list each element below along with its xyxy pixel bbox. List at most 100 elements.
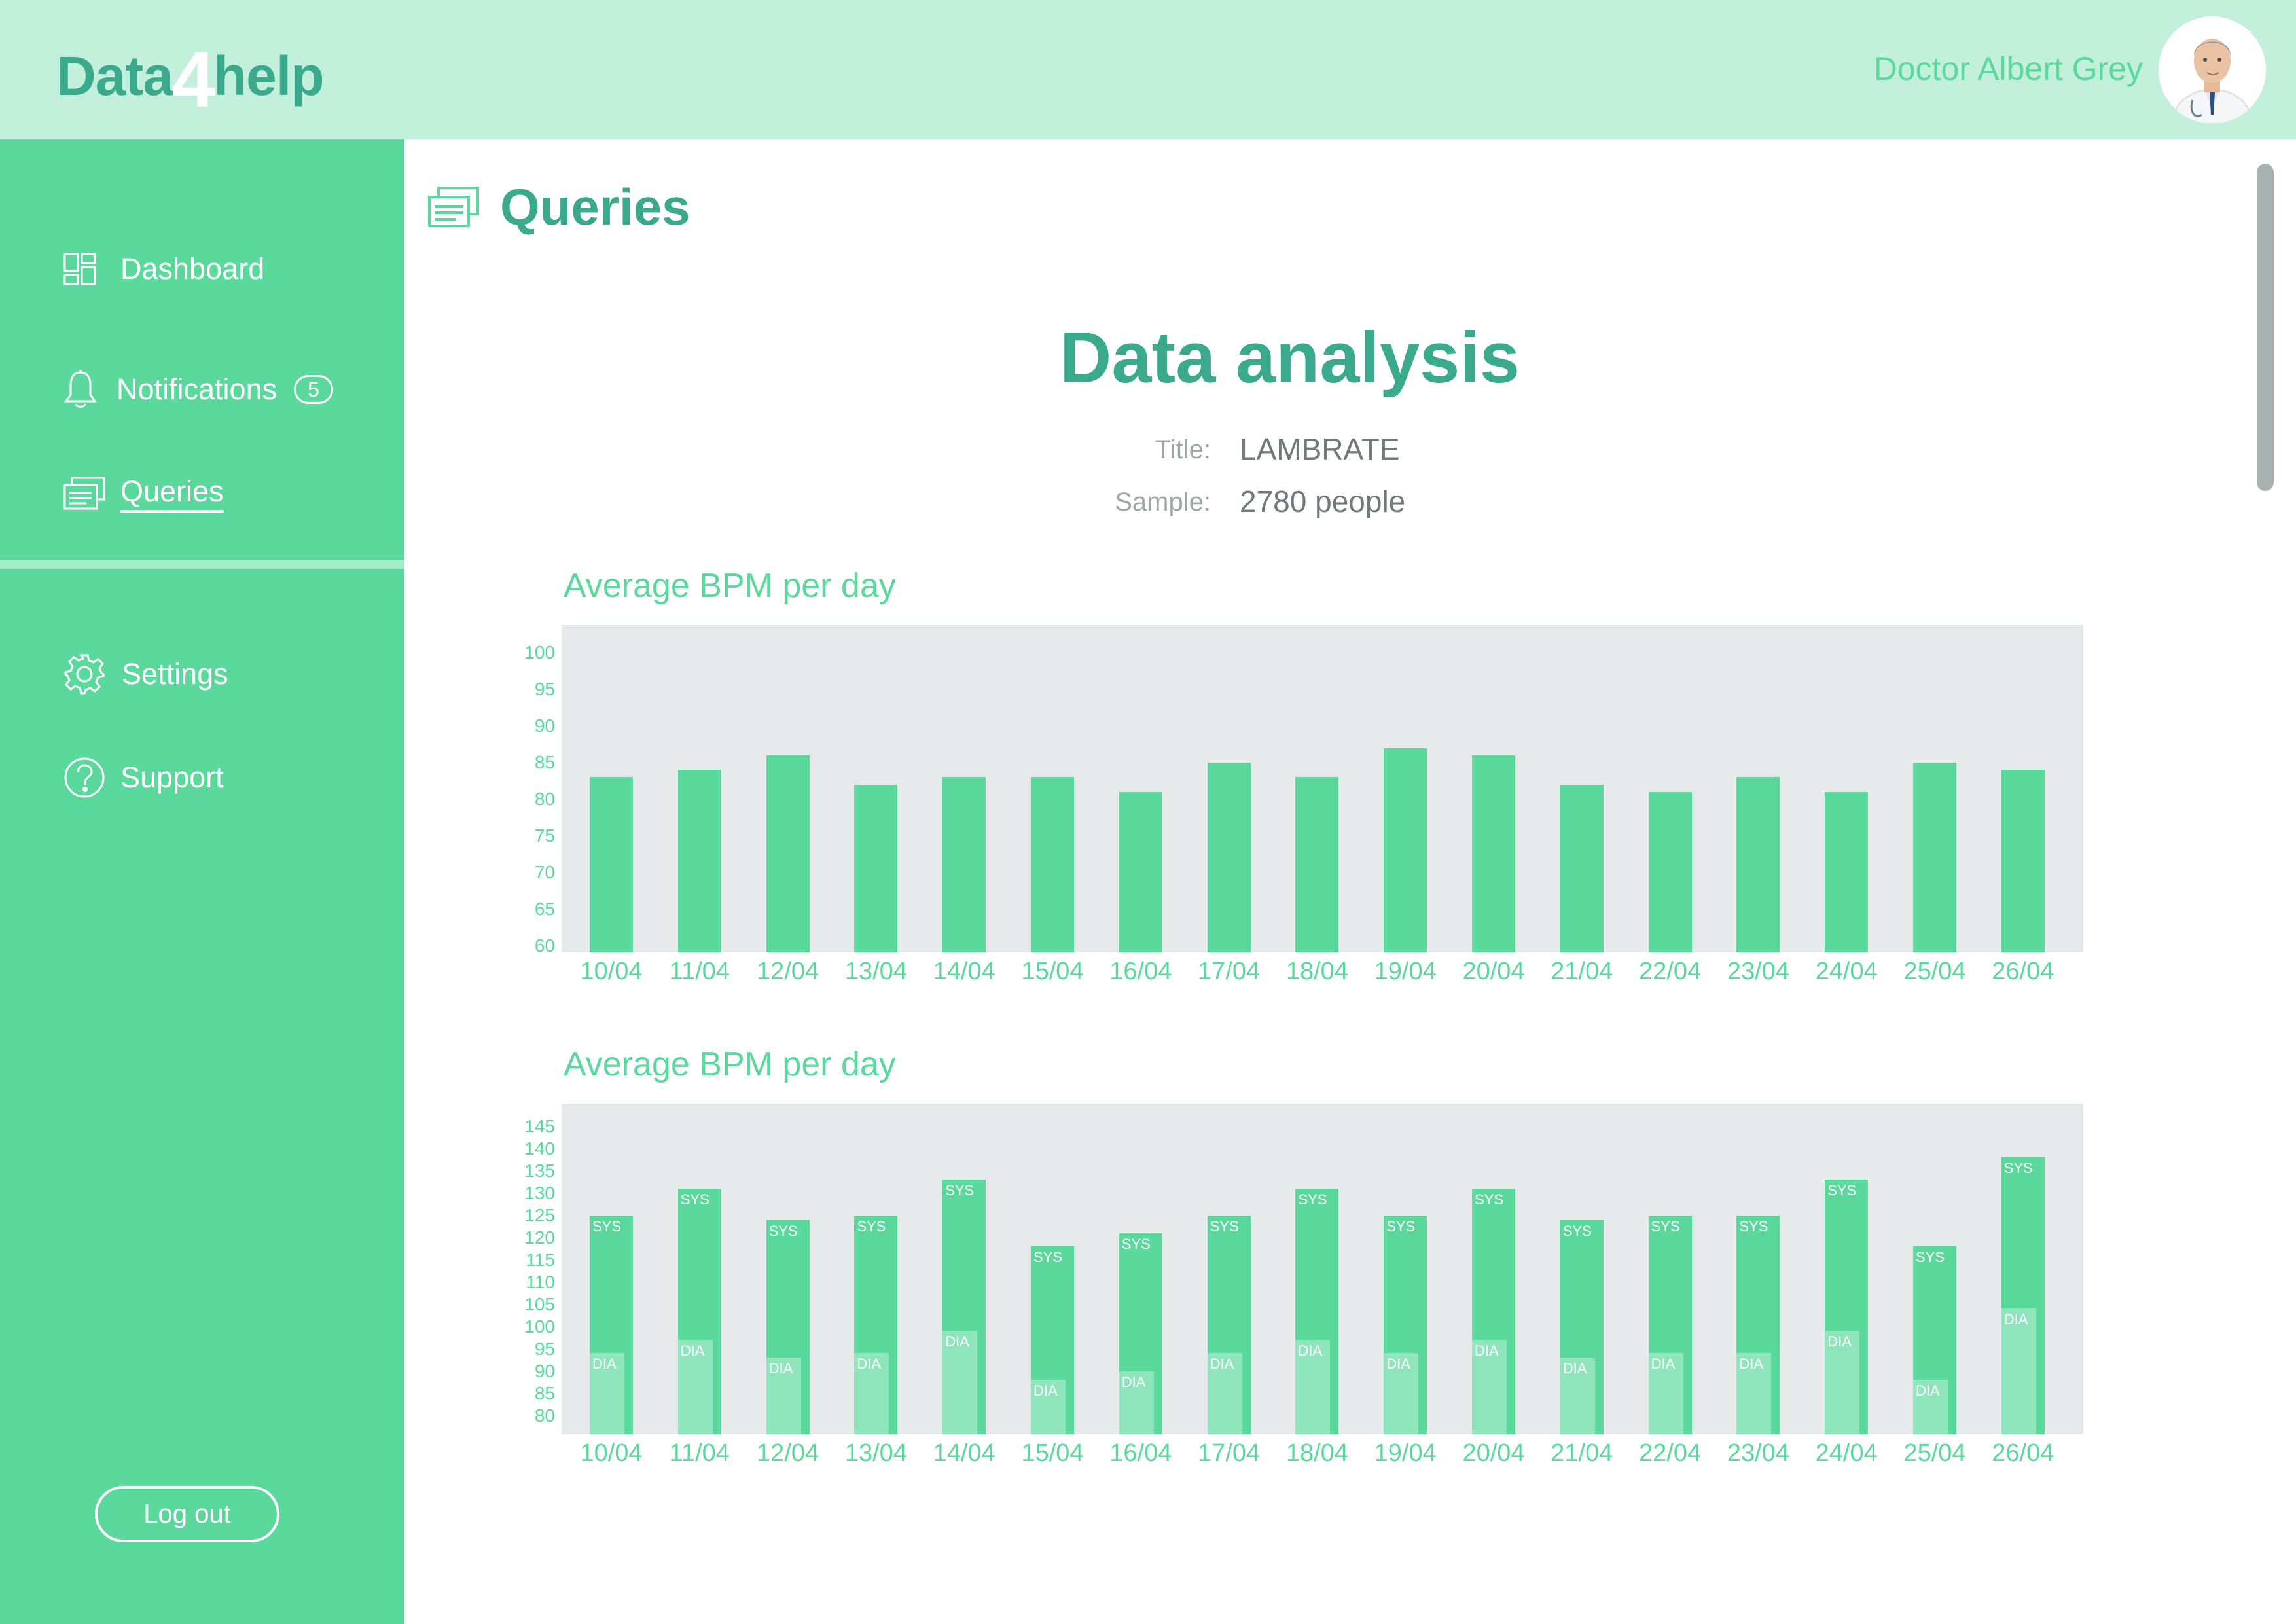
y-tick-label: 80 bbox=[534, 1405, 555, 1426]
bar bbox=[1560, 784, 1604, 952]
user-name[interactable]: Doctor Albert Grey bbox=[1873, 50, 2143, 87]
y-tick-label: 100 bbox=[524, 642, 555, 662]
x-tick-label: 25/04 bbox=[1903, 958, 1966, 985]
bar bbox=[590, 777, 633, 952]
bar-label-dia: DIA bbox=[1298, 1343, 1323, 1360]
bar-label-dia: DIA bbox=[1210, 1356, 1234, 1373]
bar bbox=[766, 755, 810, 952]
x-tick-label: 19/04 bbox=[1374, 958, 1437, 985]
x-tick-label: 18/04 bbox=[1285, 1439, 1348, 1467]
y-tick-label: 140 bbox=[524, 1138, 555, 1159]
chart-plot-area: SYS DIA SYS DIA SYS DIA SYS DIA SYS DIA SYS DIA SYS D… bbox=[562, 1104, 2083, 1434]
title-label: Title: bbox=[1155, 435, 1211, 464]
gear-icon bbox=[64, 654, 105, 695]
bar-label-sys: SYS bbox=[2003, 1160, 2033, 1177]
bar-label-dia: DIA bbox=[1651, 1356, 1676, 1373]
bar-label-dia: DIA bbox=[592, 1356, 617, 1373]
sidebar-item-label: Notifications bbox=[117, 372, 278, 406]
x-tick-label: 13/04 bbox=[844, 1439, 907, 1467]
x-tick-label: 15/04 bbox=[1021, 1439, 1084, 1467]
x-tick-label: 11/04 bbox=[669, 1439, 730, 1467]
sidebar-item-settings[interactable]: Settings bbox=[63, 653, 228, 696]
x-tick-label: 14/04 bbox=[933, 1439, 996, 1467]
x-tick-label: 20/04 bbox=[1462, 1439, 1525, 1467]
y-tick-label: 120 bbox=[524, 1227, 555, 1248]
chart-2-title: Average BPM per day bbox=[564, 1045, 896, 1083]
bar-label-dia: DIA bbox=[1386, 1356, 1410, 1373]
sample-label: Sample: bbox=[1115, 488, 1211, 516]
logout-button[interactable]: Log out bbox=[95, 1486, 279, 1542]
sidebar-item-notifications[interactable]: Notifications 5 bbox=[63, 369, 333, 410]
x-tick-label: 19/04 bbox=[1374, 1439, 1437, 1467]
x-tick-label: 23/04 bbox=[1727, 1439, 1789, 1467]
y-tick-label: 115 bbox=[526, 1249, 555, 1270]
bar bbox=[1825, 791, 1869, 952]
question-icon bbox=[64, 757, 105, 798]
analysis-title: Data analysis bbox=[1059, 317, 1520, 398]
logo-text-help: help bbox=[213, 45, 325, 107]
chart-1-title: Average BPM per day bbox=[564, 567, 896, 605]
bar bbox=[854, 784, 898, 952]
chart-plot-area bbox=[562, 625, 2083, 952]
bar-label-sys: SYS bbox=[857, 1218, 886, 1235]
bar-label-dia: DIA bbox=[1916, 1382, 1940, 1399]
bar-label-dia: DIA bbox=[945, 1333, 969, 1350]
title-value: LAMBRATE bbox=[1240, 432, 1400, 466]
bar-label-dia: DIA bbox=[1739, 1356, 1764, 1373]
bar-label-sys: SYS bbox=[1298, 1191, 1327, 1208]
x-tick-label: 26/04 bbox=[1992, 1439, 2054, 1467]
avatar[interactable] bbox=[2159, 16, 2266, 124]
notification-count-badge: 5 bbox=[294, 375, 333, 404]
y-tick-label: 110 bbox=[526, 1271, 555, 1292]
y-tick-label: 95 bbox=[534, 1338, 555, 1359]
bar bbox=[942, 777, 986, 952]
bar-label-dia: DIA bbox=[2003, 1311, 2028, 1328]
x-tick-label: 12/04 bbox=[757, 958, 819, 985]
x-tick-label: 17/04 bbox=[1198, 958, 1261, 985]
y-tick-label: 105 bbox=[524, 1293, 555, 1314]
bar-dia bbox=[1207, 1353, 1242, 1434]
y-tick-label: 90 bbox=[534, 715, 555, 736]
y-tick-label: 60 bbox=[534, 935, 555, 956]
vertical-scrollbar[interactable] bbox=[2257, 164, 2274, 491]
bar-dia bbox=[854, 1353, 889, 1434]
bar-dia bbox=[677, 1340, 713, 1434]
x-tick-label: 17/04 bbox=[1198, 1439, 1261, 1467]
bar-dia bbox=[942, 1331, 978, 1434]
sidebar-item-queries[interactable]: Queries bbox=[63, 475, 224, 513]
x-tick-label: 22/04 bbox=[1639, 1439, 1702, 1467]
y-tick-label: 95 bbox=[534, 679, 555, 699]
bar-dia bbox=[1384, 1353, 1419, 1434]
bar bbox=[1472, 755, 1515, 952]
x-tick-label: 18/04 bbox=[1285, 958, 1348, 985]
y-tick-label: 100 bbox=[524, 1316, 555, 1337]
y-tick-label: 85 bbox=[534, 752, 555, 772]
bell-icon bbox=[64, 370, 97, 408]
x-tick-label: 24/04 bbox=[1815, 1439, 1878, 1467]
y-tick-label: 135 bbox=[524, 1160, 555, 1181]
bar-label-sys: SYS bbox=[1033, 1249, 1063, 1266]
x-tick-label: 21/04 bbox=[1551, 958, 1613, 985]
sidebar: Dashboard Notifications 5 Queries Settin… bbox=[0, 139, 404, 1624]
sidebar-item-dashboard[interactable]: Dashboard bbox=[63, 252, 264, 286]
bar bbox=[1119, 791, 1162, 952]
bar-dia bbox=[590, 1353, 624, 1434]
bar bbox=[1384, 748, 1427, 952]
bar-label-sys: SYS bbox=[680, 1191, 709, 1208]
bar bbox=[1736, 777, 1780, 952]
x-tick-label: 10/04 bbox=[580, 958, 643, 985]
bar-label-sys: SYS bbox=[768, 1222, 798, 1239]
bar-dia bbox=[1560, 1358, 1595, 1434]
dashboard-icon bbox=[63, 253, 96, 285]
bar-label-dia: DIA bbox=[857, 1356, 882, 1373]
bar-label-sys: SYS bbox=[1121, 1235, 1151, 1252]
x-tick-label: 10/04 bbox=[580, 1439, 643, 1467]
bar bbox=[1295, 777, 1339, 952]
bar-label-sys: SYS bbox=[1916, 1249, 1945, 1266]
x-tick-label: 15/04 bbox=[1021, 958, 1084, 985]
bar-label-dia: DIA bbox=[1121, 1373, 1146, 1390]
app-logo[interactable]: Data 4 help bbox=[56, 37, 325, 119]
y-tick-label: 70 bbox=[534, 862, 555, 882]
sidebar-item-support[interactable]: Support bbox=[63, 756, 224, 799]
bar-dia bbox=[766, 1358, 801, 1434]
